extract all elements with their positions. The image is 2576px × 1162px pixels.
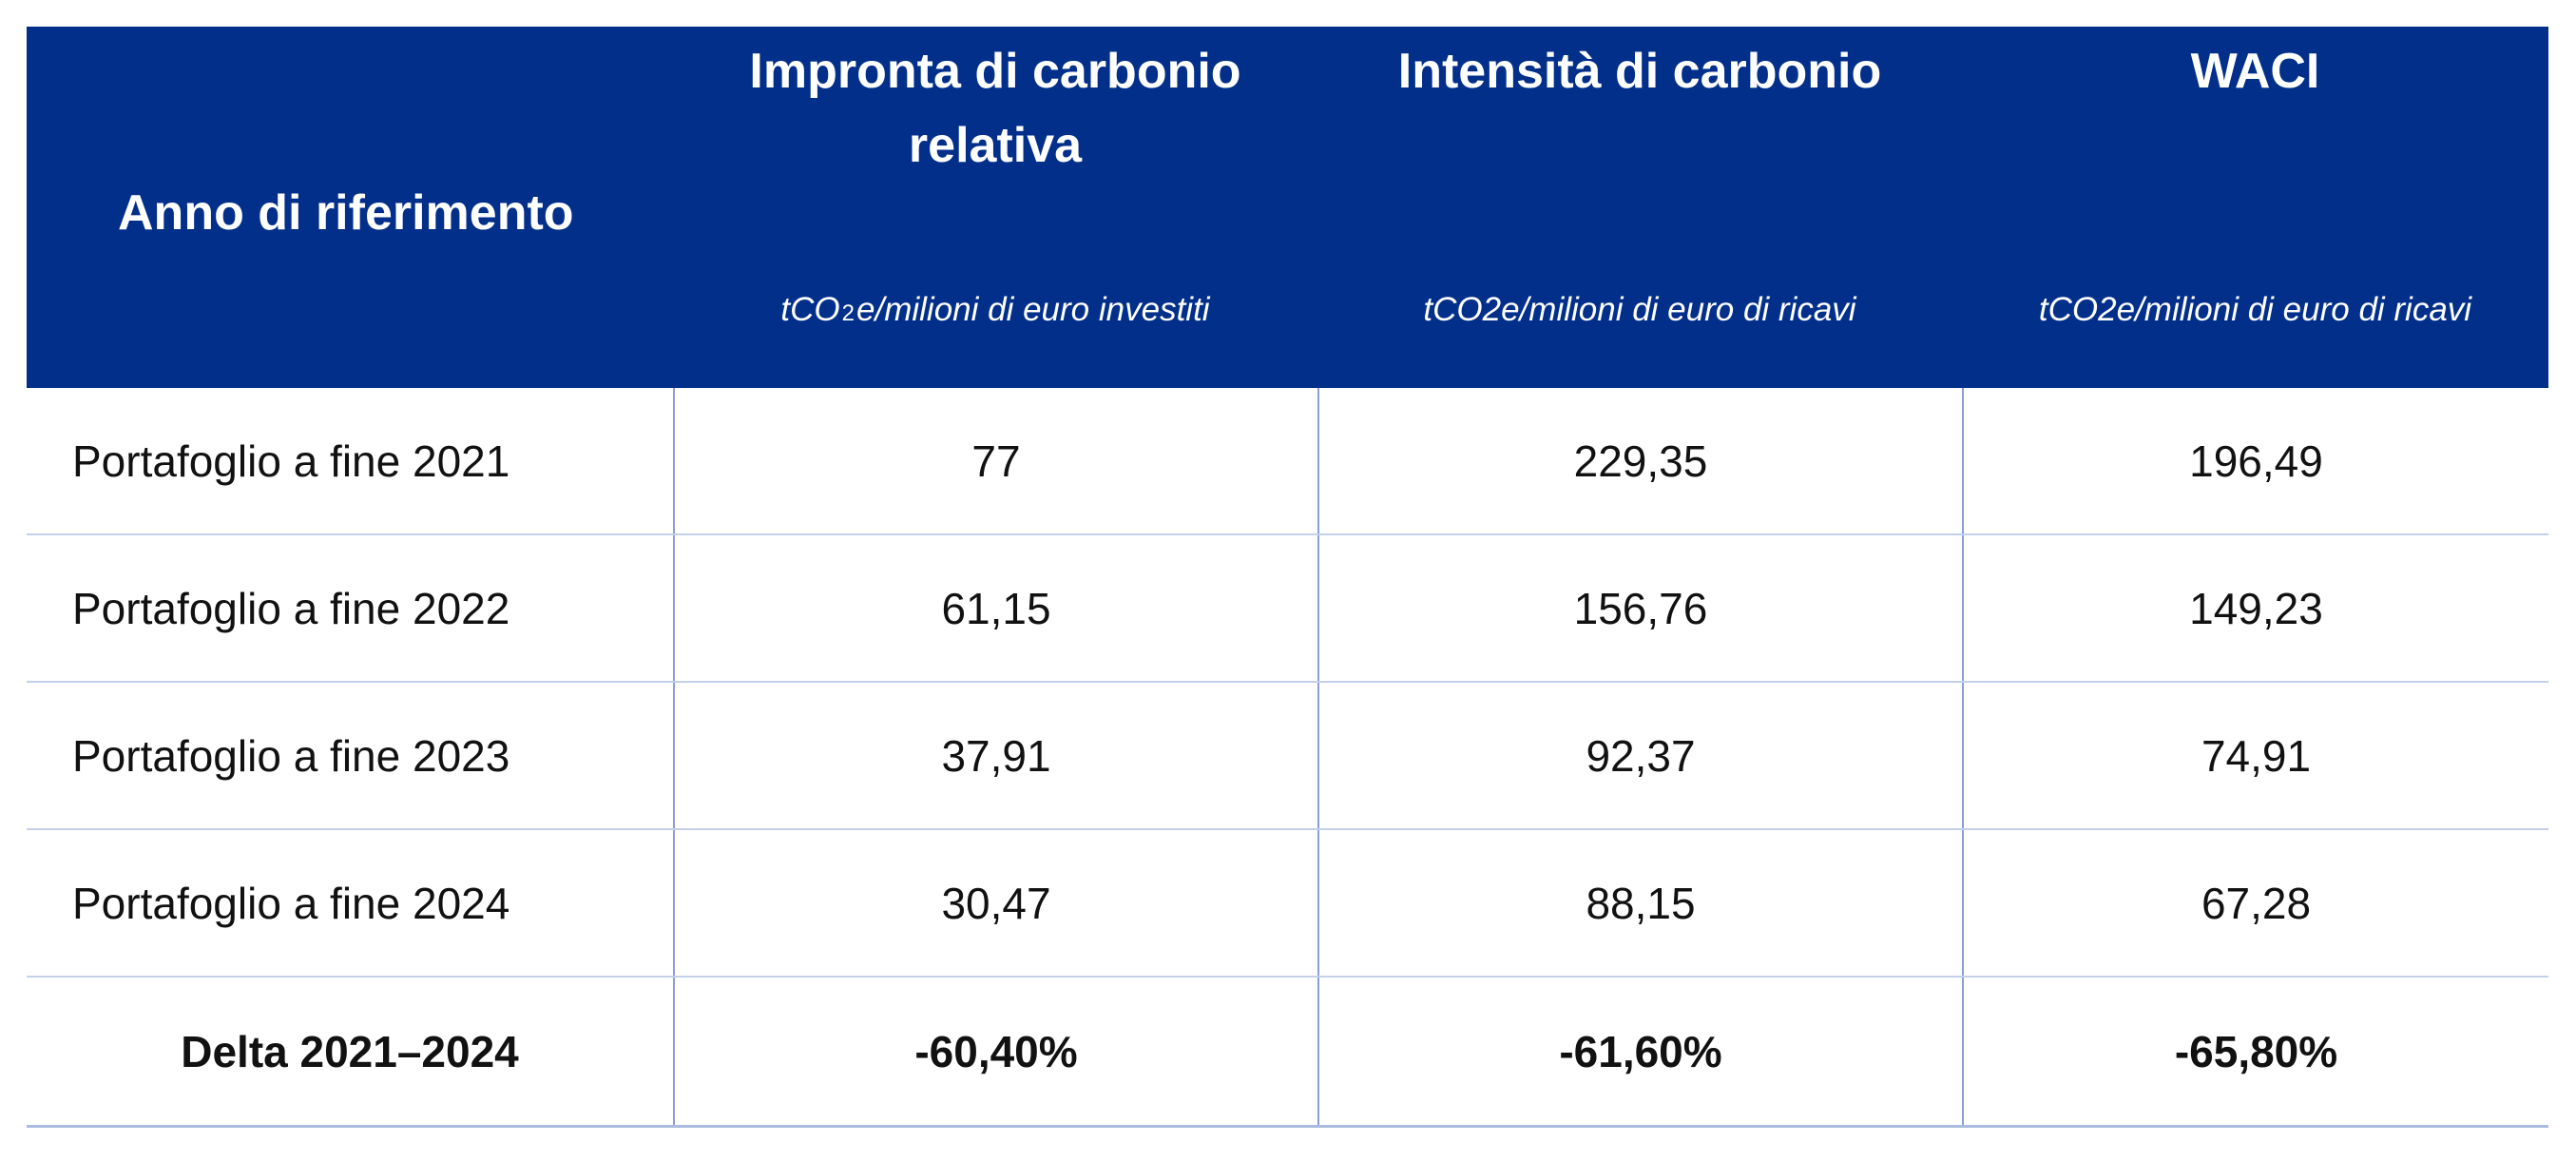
carbon-intensity-value: 88,15 — [1317, 830, 1962, 976]
header-cell-reference-year: Anno di riferimento — [27, 27, 673, 388]
delta-label: Delta 2021–2024 — [181, 1026, 519, 1076]
waci-value: 196,49 — [1962, 388, 2548, 533]
unit-prefix: tCO — [780, 291, 840, 328]
row-label: Portafoglio a fine 2023 — [72, 730, 510, 781]
carbon-intensity-delta: -61,60% — [1317, 978, 1962, 1125]
carbon-footprint-value: 37,91 — [673, 683, 1317, 828]
waci-delta: -65,80% — [1962, 978, 2548, 1125]
header-carbon-footprint-title: Impronta di carbonio relativa — [673, 34, 1317, 183]
carbon-metrics-table: Anno di riferimento Impronta di carbonio… — [27, 27, 2548, 1128]
waci-value: 74,91 — [1962, 683, 2548, 828]
header-cell-carbon-intensity: Intensità di carbonio tCO2e/milioni di e… — [1317, 27, 1962, 388]
carbon-intensity-value: 92,37 — [1317, 683, 1962, 828]
row-label: Portafoglio a fine 2022 — [72, 583, 510, 633]
carbon-footprint-value: 77 — [673, 388, 1317, 533]
header-carbon-footprint-title-line2: relativa — [908, 118, 1083, 173]
header-waci-unit: tCO2e/milioni di euro di ricavi — [2038, 291, 2472, 328]
table-header: Anno di riferimento Impronta di carbonio… — [27, 27, 2548, 388]
table-row: Portafoglio a fine 2024 30,47 88,15 67,2… — [27, 830, 2548, 978]
header-waci-title: WACI — [2190, 44, 2320, 99]
header-carbon-intensity-unit: tCO2e/milioni di euro di ricavi — [1423, 291, 1856, 328]
row-label: Portafoglio a fine 2021 — [72, 436, 510, 486]
header-cell-carbon-footprint: Impronta di carbonio relativa tCO2e/mili… — [673, 27, 1317, 388]
row-label: Portafoglio a fine 2024 — [72, 878, 510, 928]
unit-suffix: e/milioni di euro investiti — [856, 291, 1210, 328]
header-reference-year-label: Anno di riferimento — [118, 185, 574, 241]
header-cell-waci: WACI tCO2e/milioni di euro di ricavi — [1962, 27, 2548, 388]
carbon-footprint-delta: -60,40% — [673, 978, 1317, 1125]
table-row: Portafoglio a fine 2022 61,15 156,76 149… — [27, 535, 2548, 683]
unit-subscript: 2 — [841, 300, 855, 326]
waci-value: 67,28 — [1962, 830, 2548, 976]
header-carbon-footprint-title-line1: Impronta di carbonio — [749, 44, 1241, 99]
table-row: Portafoglio a fine 2021 77 229,35 196,49 — [27, 388, 2548, 535]
carbon-intensity-value: 229,35 — [1317, 388, 1962, 533]
carbon-intensity-value: 156,76 — [1317, 535, 1962, 681]
delta-row: Delta 2021–2024 -60,40% -61,60% -65,80% — [27, 978, 2548, 1128]
carbon-footprint-value: 30,47 — [673, 830, 1317, 976]
waci-value: 149,23 — [1962, 535, 2548, 681]
header-carbon-footprint-unit: tCO2e/milioni di euro investiti — [673, 287, 1317, 337]
header-carbon-intensity-title: Intensità di carbonio — [1397, 44, 1882, 99]
carbon-footprint-value: 61,15 — [673, 535, 1317, 681]
table-row: Portafoglio a fine 2023 37,91 92,37 74,9… — [27, 683, 2548, 830]
